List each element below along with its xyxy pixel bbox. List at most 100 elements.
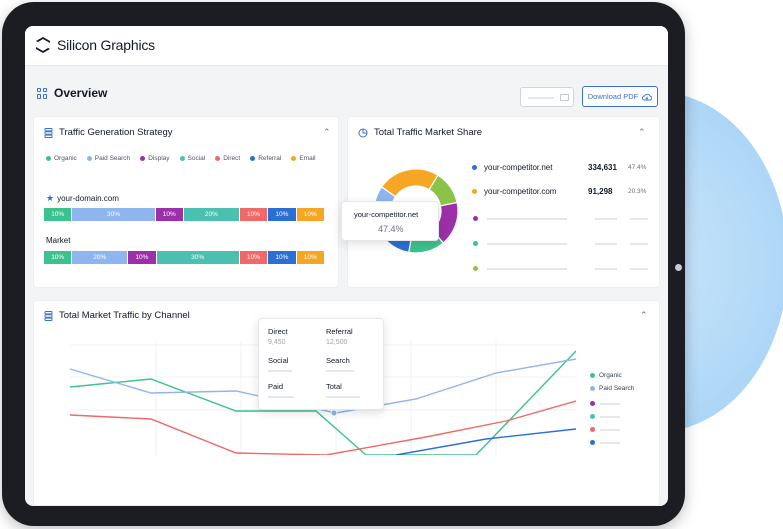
legend-item-direct[interactable]: Direct: [215, 155, 240, 162]
channel-line-3[interactable]: [395, 428, 576, 455]
tooltip-direct-value: 9,450: [268, 339, 286, 346]
tooltip-paid-placeholder: [268, 396, 294, 398]
traffic-strategy-legend: Organic Paid Search Display Social Direct Ref…: [46, 155, 316, 162]
legend-item-paid-search[interactable]: Paid Search: [86, 155, 130, 162]
share-placeholder-line: [487, 268, 567, 270]
share-placeholder-line: [630, 243, 648, 245]
app-logo[interactable]: Silicon Graphics: [35, 36, 155, 54]
market-label-text: Market: [46, 236, 71, 245]
channel-line-0[interactable]: [69, 350, 576, 455]
tooltip-name: your-competitor.net: [354, 210, 419, 219]
tooltip-referral-value: 12,500: [326, 339, 348, 346]
logo-icon: [36, 37, 50, 53]
cloud-download-icon: [642, 93, 653, 100]
market-share-card: Total Traffic Market Share ⌃ your-compet…: [347, 116, 660, 288]
share-placeholder-line: [595, 243, 617, 245]
market-row-label: Market: [46, 236, 70, 245]
share-placeholder-line: [487, 218, 567, 220]
bar-segment-email[interactable]: 10%: [296, 251, 324, 264]
tooltip-value: 47.4%: [378, 224, 404, 234]
donut-tooltip: your-competitor.net 47.4%: [341, 201, 439, 241]
traffic-strategy-header: Traffic Generation Strategy: [44, 127, 173, 138]
page-header: Overview: [37, 86, 107, 100]
market-share-header: Total Traffic Market Share: [358, 127, 482, 138]
stack-icon: [44, 310, 53, 321]
legend-placeholder-dot: [590, 401, 595, 406]
legend-dot: [291, 156, 297, 161]
share-name: your-competitor.com: [484, 187, 557, 196]
legend-dot: [590, 373, 595, 378]
download-pdf-label: Download PDF: [587, 92, 639, 101]
legend-item-social[interactable]: Social: [179, 155, 206, 162]
traffic-strategy-title: Traffic Generation Strategy: [59, 127, 173, 138]
market-share-title: Total Traffic Market Share: [374, 127, 483, 138]
share-placeholder-line: [630, 218, 648, 220]
bar-segment-organic[interactable]: 10%: [44, 251, 72, 264]
date-range-picker[interactable]: [520, 87, 574, 107]
tooltip-social-placeholder: [268, 370, 292, 372]
share-value: 334,631: [588, 163, 617, 172]
share-row[interactable]: your-competitor.com: [472, 187, 556, 196]
bar-segment-paid-search[interactable]: 30%: [72, 208, 155, 221]
legend-dot: [215, 156, 221, 161]
market-stacked-bar: 10% 20% 10% 30% 10% 10% 10%: [44, 251, 324, 264]
share-dot: [472, 189, 477, 194]
channel-legend-item[interactable]: Organic: [590, 372, 622, 379]
share-placeholder-line: [630, 268, 648, 270]
bar-segment-display[interactable]: 10%: [128, 251, 156, 264]
legend-label: Display: [148, 155, 170, 162]
legend-item-display[interactable]: Display: [140, 155, 170, 162]
channel-legend-item[interactable]: Paid Search: [590, 385, 634, 392]
legend-item-email[interactable]: Email: [291, 155, 316, 162]
bar-segment-paid-search[interactable]: 20%: [72, 251, 128, 264]
bar-segment-direct[interactable]: 10%: [239, 251, 268, 264]
share-row[interactable]: your-competitor.net: [472, 163, 552, 172]
legend-placeholder-dot: [590, 440, 595, 445]
bar-segment-social[interactable]: 20%: [183, 208, 239, 221]
collapse-chevron-icon[interactable]: ⌃: [323, 127, 331, 137]
share-dot: [472, 165, 477, 170]
share-placeholder-dot: [473, 266, 478, 271]
collapse-chevron-icon[interactable]: ⌃: [638, 127, 646, 137]
pie-chart-icon: [358, 128, 368, 137]
legend-label: Paid Search: [599, 385, 635, 392]
share-placeholder-line: [595, 218, 617, 220]
legend-dot: [250, 156, 256, 161]
legend-placeholder-dot: [590, 414, 595, 419]
legend-label: Email: [299, 155, 316, 162]
channel-traffic-title: Total Market Traffic by Channel: [59, 310, 190, 321]
app-name: Silicon Graphics: [57, 37, 155, 53]
traffic-strategy-card: Traffic Generation Strategy ⌃ Organic Pai…: [33, 116, 339, 288]
tooltip-paid-label: Paid: [268, 382, 284, 391]
tooltip-total-placeholder: [326, 396, 360, 398]
legend-placeholder-line: [600, 429, 620, 431]
legend-item-referral[interactable]: Referral: [250, 155, 281, 162]
legend-label: Organic: [54, 155, 77, 162]
hover-point[interactable]: [330, 409, 338, 417]
app-screen: Silicon Graphics Overview Download PDF: [25, 26, 668, 506]
domain-stacked-bar: 10% 30% 10% 20% 10% 10% 10%: [44, 208, 324, 221]
bar-segment-organic[interactable]: 10%: [44, 208, 72, 221]
legend-dot: [46, 156, 51, 161]
bar-segment-direct[interactable]: 10%: [239, 208, 268, 221]
bar-segment-referral[interactable]: 10%: [268, 208, 296, 221]
legend-item-organic[interactable]: Organic: [46, 155, 77, 162]
domain-label-text: your-domain.com: [57, 194, 119, 203]
bar-segment-display[interactable]: 10%: [155, 208, 183, 221]
legend-label: Social: [187, 155, 206, 162]
download-pdf-button[interactable]: Download PDF: [582, 86, 658, 107]
collapse-chevron-icon[interactable]: ⌃: [640, 310, 648, 320]
star-icon: ★: [46, 193, 55, 203]
bar-segment-social[interactable]: 30%: [156, 251, 239, 264]
channel-line-2[interactable]: [69, 400, 576, 455]
legend-label: Direct: [223, 155, 241, 162]
calendar-icon: [560, 94, 569, 101]
legend-dot: [140, 156, 146, 161]
share-placeholder-dot: [473, 241, 478, 246]
bar-segment-email[interactable]: 10%: [296, 208, 324, 221]
stack-icon: [44, 127, 53, 138]
donut-slice-5[interactable]: [380, 168, 439, 198]
tablet-camera: [675, 264, 682, 271]
bar-segment-referral[interactable]: 10%: [268, 251, 296, 264]
tooltip-direct-label: Direct: [268, 327, 288, 336]
